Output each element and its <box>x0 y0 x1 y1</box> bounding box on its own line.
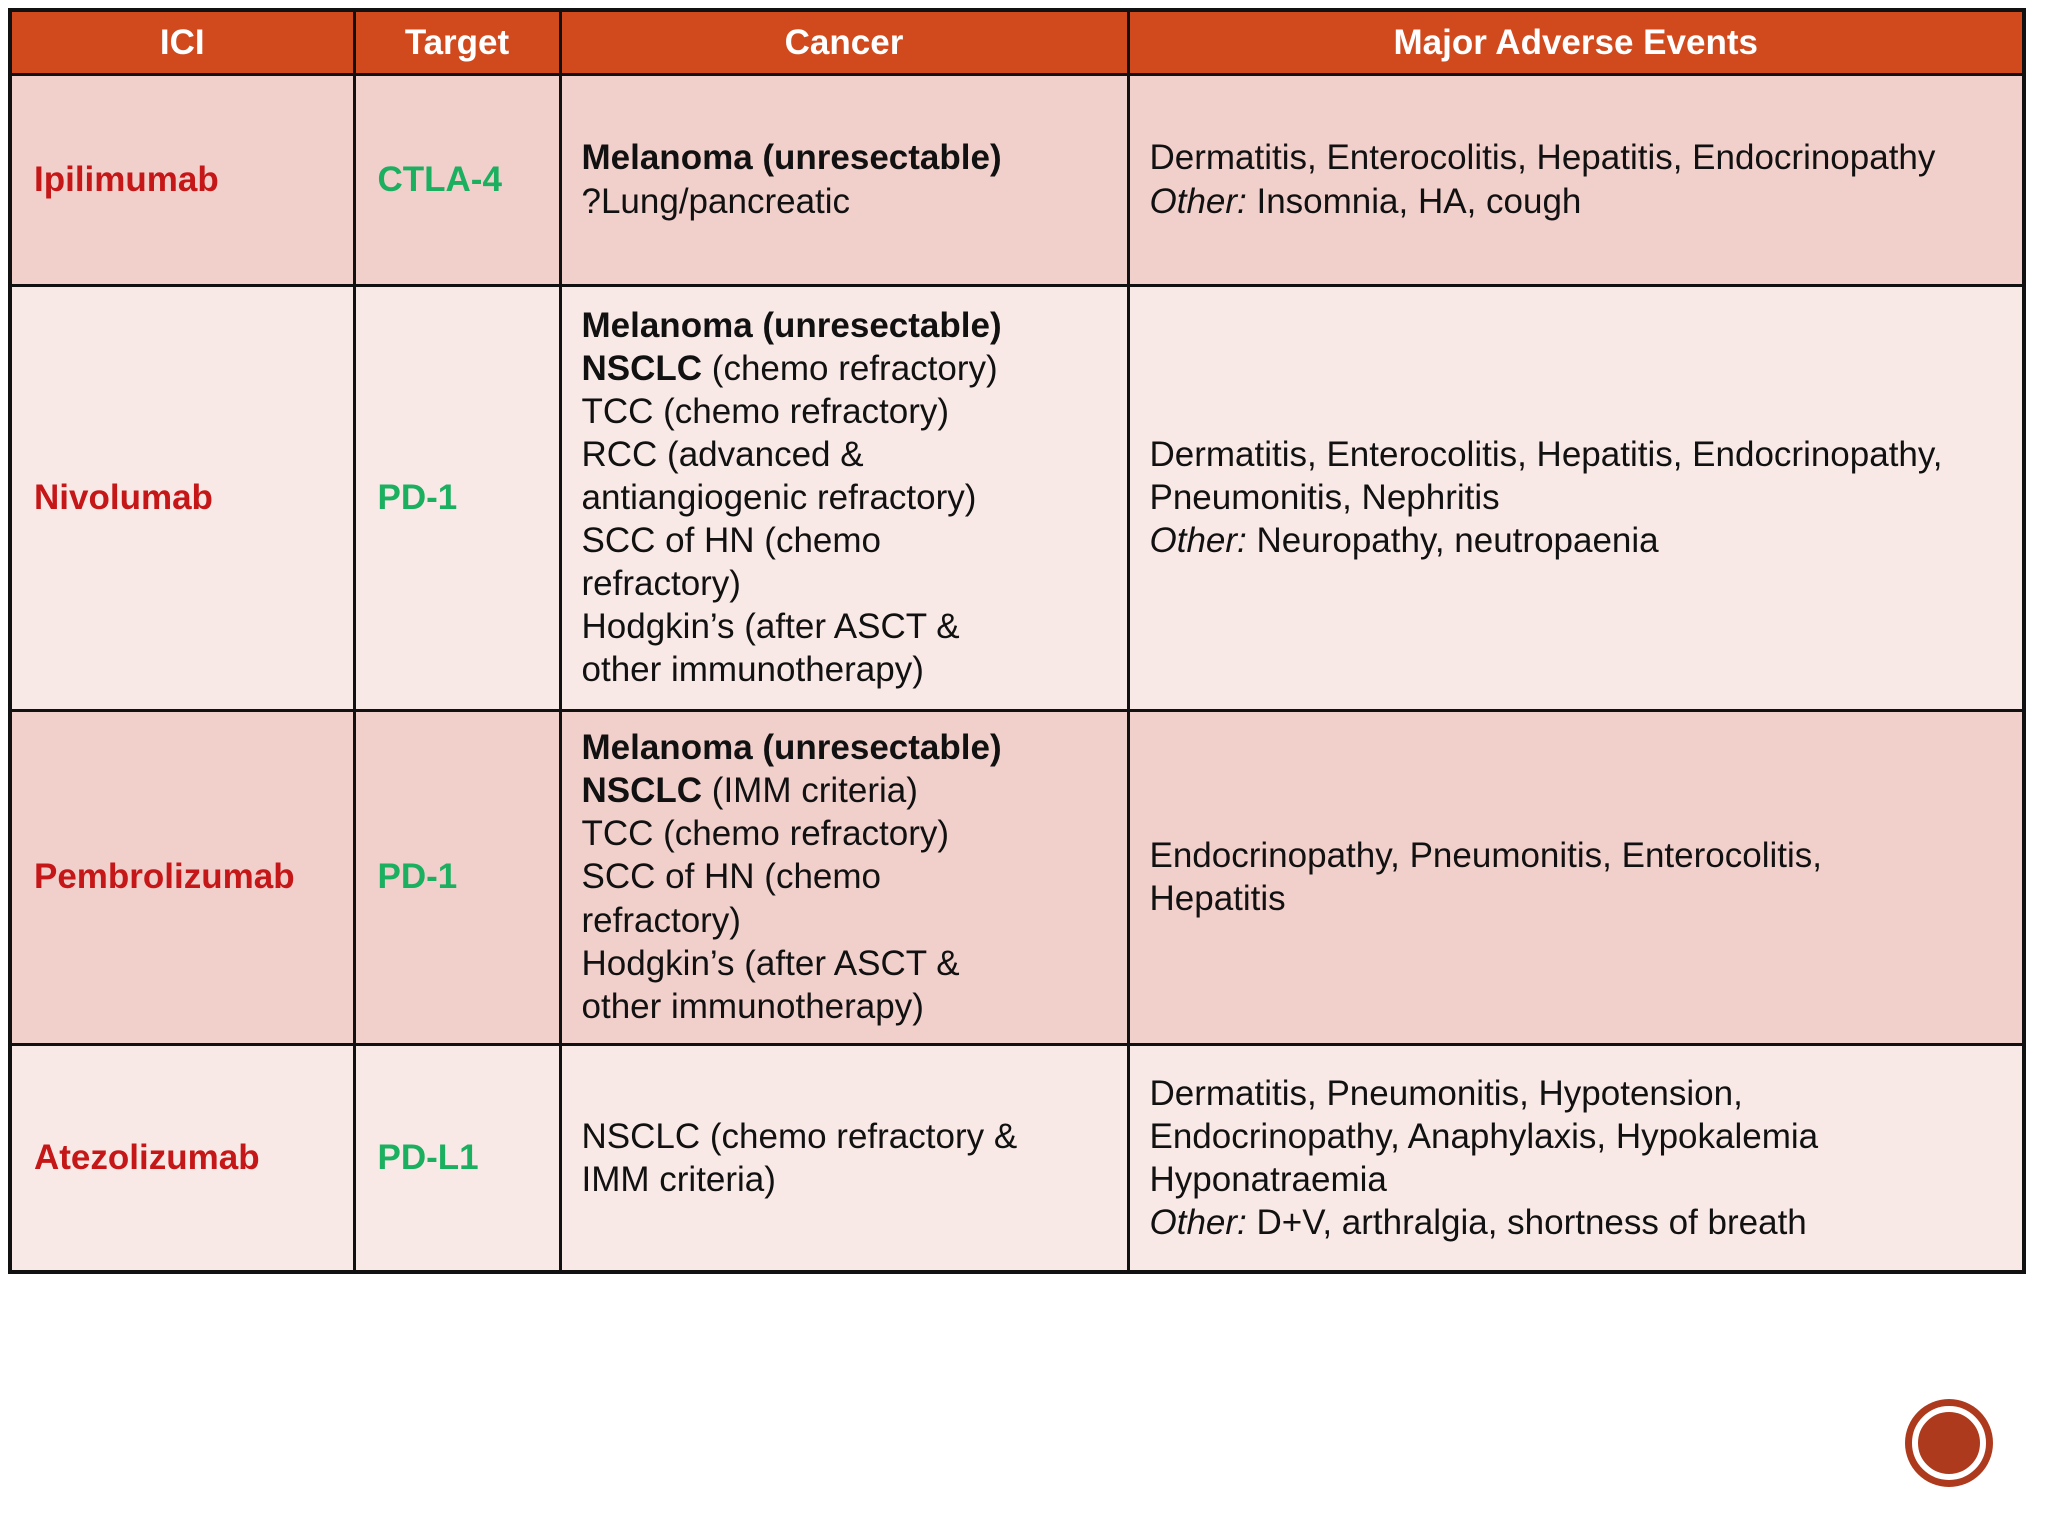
column-header-cancer: Cancer <box>558 8 1130 76</box>
major-adverse-events: Dermatitis, Enterocolitis, Hepatitis, En… <box>1126 283 2026 712</box>
column-header-target: Target <box>352 8 562 76</box>
other-text: Insomnia, HA, cough <box>1246 181 1582 221</box>
other-text: D+V, arthralgia, shortness of breath <box>1246 1202 1807 1242</box>
adverse-events-other: Other: Neuropathy, neutropaenia <box>1150 519 1967 562</box>
cancer-indication-line: TCC (chemo refractory) <box>581 391 950 431</box>
adverse-events-main: Dermatitis, Enterocolitis, Hepatitis, En… <box>1149 434 1943 517</box>
cancer-indication-line: Melanoma (unresectable) <box>581 305 1002 345</box>
cancer-indication-line: SCC of HN (chemo refractory) <box>581 857 882 940</box>
adverse-events-other: Other: Insomnia, HA, cough <box>1150 180 1967 223</box>
cancer-indication-line: ?Lung/pancreatic <box>581 181 851 221</box>
cancer-indication-line: NSCLC (chemo refractory) <box>581 348 998 388</box>
other-label: Other: <box>1149 181 1247 221</box>
major-adverse-events: Dermatitis, Enterocolitis, Hepatitis, En… <box>1126 72 2026 287</box>
ici-drug-name: Pembrolizumab <box>8 708 356 1046</box>
red-circle-stamp-icon <box>1905 1399 1993 1487</box>
drug-target: CTLA-4 <box>352 72 562 287</box>
cancer-indication-line: Melanoma (unresectable) <box>581 728 1002 768</box>
adverse-events-other: Other: D+V, arthralgia, shortness of bre… <box>1150 1201 1967 1244</box>
column-header-major-adverse-events: Major Adverse Events <box>1126 8 2026 76</box>
adverse-events-main: Dermatitis, Pneumonitis, Hypotension, En… <box>1149 1073 1819 1199</box>
cancer-indication-line: TCC (chemo refractory) <box>581 814 950 854</box>
other-text: Neuropathy, neutropaenia <box>1246 521 1659 561</box>
cancer-indication-line: NSCLC (chemo refractory & IMM criteria) <box>581 1116 1018 1199</box>
cancer-indication-line: RCC (advanced & antiangiogenic refractor… <box>581 434 977 517</box>
other-label: Other: <box>1149 521 1247 561</box>
table-header-row: ICI Target Cancer Major Adverse Events <box>8 8 2026 76</box>
cancer-indications: Melanoma (unresectable) ?Lung/pancreatic <box>558 72 1130 287</box>
drug-target: PD-1 <box>352 708 562 1046</box>
other-label: Other: <box>1149 1202 1247 1242</box>
cancer-indication-line: NSCLC (IMM criteria) <box>581 771 918 811</box>
cancer-indication-line: Hodgkin’s (after ASCT & other immunother… <box>581 607 960 690</box>
ici-drug-name: Nivolumab <box>8 283 356 712</box>
ici-adverse-events-table: ICI Target Cancer Major Adverse Events I… <box>8 8 2026 1274</box>
cancer-indication-line: Melanoma (unresectable) <box>581 138 1002 178</box>
major-adverse-events: Dermatitis, Pneumonitis, Hypotension, En… <box>1126 1042 2026 1274</box>
table-row: Atezolizumab PD-L1 NSCLC (chemo refracto… <box>8 1042 2026 1274</box>
cancer-indications: NSCLC (chemo refractory & IMM criteria) <box>558 1042 1130 1274</box>
cancer-indications: Melanoma (unresectable) NSCLC (IMM criter… <box>558 708 1130 1046</box>
major-adverse-events: Endocrinopathy, Pneumonitis, Enterocolit… <box>1126 708 2026 1046</box>
table-row: Ipilimumab CTLA-4 Melanoma (unresectable… <box>8 72 2026 287</box>
ici-drug-name: Atezolizumab <box>8 1042 356 1274</box>
column-header-ici: ICI <box>8 8 356 76</box>
drug-target: PD-1 <box>352 283 562 712</box>
adverse-events-main: Dermatitis, Enterocolitis, Hepatitis, En… <box>1149 138 1936 178</box>
table-body: Ipilimumab CTLA-4 Melanoma (unresectable… <box>8 72 2026 1274</box>
cancer-indication-line: Hodgkin’s (after ASCT & other immunother… <box>581 943 960 1026</box>
table-row: Pembrolizumab PD-1 Melanoma (unresectabl… <box>8 708 2026 1046</box>
drug-target: PD-L1 <box>352 1042 562 1274</box>
cancer-indication-line: SCC of HN (chemo refractory) <box>581 521 882 604</box>
cancer-indications: Melanoma (unresectable) NSCLC (chemo refr… <box>558 283 1130 712</box>
ici-drug-name: Ipilimumab <box>8 72 356 287</box>
adverse-events-main: Endocrinopathy, Pneumonitis, Enterocolit… <box>1149 835 1823 918</box>
table-row: Nivolumab PD-1 Melanoma (unresectable) NS… <box>8 283 2026 712</box>
